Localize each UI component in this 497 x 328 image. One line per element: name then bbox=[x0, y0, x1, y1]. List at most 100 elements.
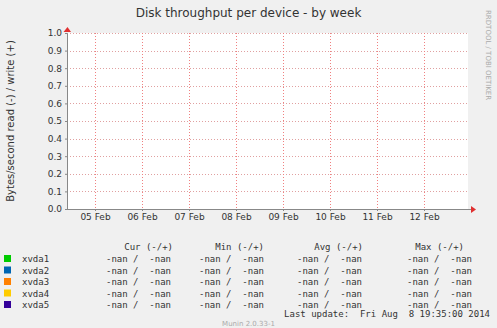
legend-label: xvda1 bbox=[22, 254, 49, 264]
y-tick: 1.0 bbox=[48, 28, 67, 38]
grid-line-x bbox=[189, 33, 190, 209]
y-tick-mark bbox=[65, 156, 67, 157]
grid-line-y bbox=[67, 156, 468, 157]
y-tick-label: 0.0 bbox=[48, 204, 63, 214]
y-tick-mark bbox=[65, 191, 67, 192]
legend-value: -nan / -nan bbox=[106, 289, 171, 299]
y-tick-mark bbox=[65, 139, 67, 140]
side-label: RRDTOOL / TOBI OETIKER bbox=[484, 10, 492, 100]
x-tick-mark bbox=[236, 209, 237, 211]
grid-line-y bbox=[67, 86, 468, 87]
y-tick-mark bbox=[65, 51, 67, 52]
legend-header: Cur (-/+) bbox=[124, 242, 173, 252]
x-tick: 10 Feb bbox=[315, 209, 346, 222]
y-tick-label: 0.9 bbox=[48, 46, 63, 56]
x-tick-mark bbox=[424, 209, 425, 211]
y-tick: 0.4 bbox=[48, 134, 67, 144]
y-tick-mark bbox=[65, 121, 67, 122]
x-tick-label: 06 Feb bbox=[127, 212, 158, 222]
y-tick-label: 0.2 bbox=[48, 169, 62, 179]
y-axis: 0.00.10.20.30.40.50.60.70.80.91.0 bbox=[48, 28, 68, 214]
y-tick: 0.0 bbox=[48, 204, 67, 214]
grid-line-x bbox=[330, 33, 331, 209]
x-tick: 08 Feb bbox=[221, 209, 252, 222]
x-axis: 05 Feb 06 Feb 07 Feb 08 Feb 09 Feb 10 Feb 11 F… bbox=[67, 209, 471, 222]
y-tick-label: 0.5 bbox=[48, 116, 62, 126]
x-tick: 05 Feb bbox=[80, 209, 111, 222]
legend-value: -nan / -nan bbox=[106, 254, 171, 264]
grid-line-y bbox=[67, 68, 468, 69]
y-tick: 0.6 bbox=[48, 99, 67, 109]
y-tick-label: 0.4 bbox=[48, 134, 63, 144]
x-axis-line bbox=[67, 209, 471, 210]
grid-line-x bbox=[377, 33, 378, 209]
legend-value: -nan / -nan bbox=[297, 266, 362, 276]
x-tick-mark bbox=[283, 209, 284, 211]
plot-area bbox=[67, 33, 468, 209]
grid-line-y bbox=[67, 51, 468, 52]
y-tick-label: 0.3 bbox=[48, 152, 62, 162]
legend-value: -nan / -nan bbox=[106, 266, 171, 276]
legend-header: Avg (-/+) bbox=[314, 242, 363, 252]
legend-header: Min (-/+) bbox=[215, 242, 264, 252]
x-tick-mark bbox=[142, 209, 143, 211]
grid-line-y bbox=[67, 33, 468, 34]
x-tick: 09 Feb bbox=[268, 209, 299, 222]
grid-line-y bbox=[67, 103, 468, 104]
legend-label: xvda3 bbox=[22, 277, 49, 287]
grid-line-x bbox=[424, 33, 425, 209]
legend-value: -nan / -nan bbox=[199, 266, 264, 276]
y-tick: 0.3 bbox=[48, 152, 67, 162]
legend-swatch bbox=[4, 301, 11, 308]
y-tick: 0.2 bbox=[48, 169, 67, 179]
y-tick-mark bbox=[65, 174, 67, 175]
y-tick-mark bbox=[65, 209, 67, 210]
legend-value: -nan / -nan bbox=[297, 254, 362, 264]
x-tick-label: 10 Feb bbox=[315, 212, 346, 222]
legend-swatch bbox=[4, 267, 11, 274]
y-tick-mark bbox=[65, 33, 67, 34]
grid-line-x bbox=[95, 33, 96, 209]
x-tick-label: 11 Feb bbox=[362, 212, 393, 222]
y-tick-mark bbox=[65, 103, 67, 104]
x-tick: 11 Feb bbox=[362, 209, 393, 222]
footer: Last update: Fri Aug 8 19:35:00 2014 bbox=[284, 309, 490, 319]
x-tick-label: 09 Feb bbox=[268, 212, 299, 222]
x-tick: 07 Feb bbox=[174, 209, 205, 222]
chart: 0.00.10.20.30.40.50.60.70.80.91.005 Feb0… bbox=[0, 0, 497, 328]
grid-line-y bbox=[67, 121, 468, 122]
x-tick-label: 08 Feb bbox=[221, 212, 252, 222]
x-tick-mark bbox=[377, 209, 378, 211]
legend-label: xvda4 bbox=[22, 289, 49, 299]
background bbox=[0, 0, 497, 328]
y-tick: 0.7 bbox=[48, 81, 67, 91]
y-tick-label: 0.8 bbox=[48, 64, 63, 74]
legend-value: -nan / -nan bbox=[106, 277, 171, 287]
x-tick-mark bbox=[189, 209, 190, 211]
legend-value: -nan / -nan bbox=[199, 289, 264, 299]
legend-value: -nan / -nan bbox=[106, 300, 171, 310]
legend: Cur (-/+) Min (-/+) Avg (-/+) Max (-/+) xvda… bbox=[4, 242, 472, 310]
x-tick-label: 07 Feb bbox=[174, 212, 205, 222]
credit: Munin 2.0.33-1 bbox=[222, 320, 275, 328]
legend-value: -nan / -nan bbox=[199, 300, 264, 310]
x-arrow bbox=[471, 206, 476, 213]
legend-value: -nan / -nan bbox=[199, 254, 264, 264]
legend-swatch bbox=[4, 255, 11, 262]
legend-value: -nan / -nan bbox=[407, 277, 472, 287]
legend-value: -nan / -nan bbox=[297, 277, 362, 287]
x-tick-label: 12 Feb bbox=[409, 212, 440, 222]
legend-header: Max (-/+) bbox=[415, 242, 464, 252]
y-tick: 0.8 bbox=[48, 64, 67, 74]
x-tick: 12 Feb bbox=[409, 209, 440, 222]
legend-swatch bbox=[4, 278, 11, 285]
legend-swatch bbox=[4, 290, 11, 297]
grid-line-y bbox=[67, 191, 468, 192]
legend-value: -nan / -nan bbox=[199, 277, 264, 287]
x-tick-mark bbox=[95, 209, 96, 211]
y-tick-label: 1.0 bbox=[48, 28, 63, 38]
y-tick-label: 0.6 bbox=[48, 99, 63, 109]
x-tick: 06 Feb bbox=[127, 209, 158, 222]
y-tick-label: 0.7 bbox=[48, 81, 62, 91]
grid-line-x bbox=[283, 33, 284, 209]
